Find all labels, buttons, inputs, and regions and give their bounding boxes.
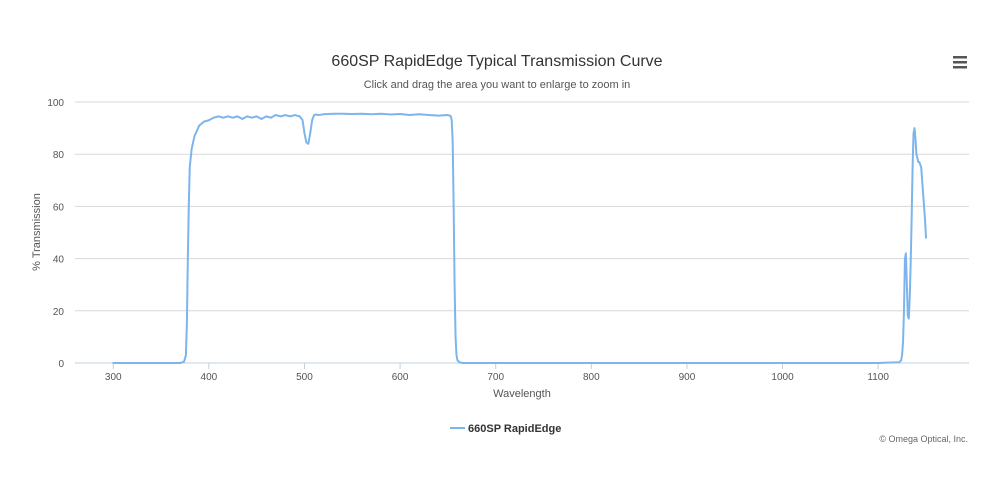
y-axis-label: % Transmission xyxy=(31,193,43,271)
x-tick-label: 800 xyxy=(583,372,600,383)
x-axis-ticks: 300 400 500 600 700 800 900 1000 1100 xyxy=(105,363,889,383)
x-tick-label: 1100 xyxy=(867,372,889,383)
x-tick-label: 700 xyxy=(487,372,504,383)
legend[interactable]: 660SP RapidEdge xyxy=(450,423,561,435)
series-group xyxy=(112,112,927,364)
x-tick-label: 400 xyxy=(201,372,218,383)
chart-title: 660SP RapidEdge Typical Transmission Cur… xyxy=(331,53,662,70)
y-axis-ticks: 0 20 40 60 80 100 xyxy=(47,98,64,370)
x-tick-label: 600 xyxy=(392,372,409,383)
x-tick-label: 1000 xyxy=(771,372,794,383)
x-axis-label: Wavelength xyxy=(493,388,551,400)
y-tick-label: 80 xyxy=(53,150,65,161)
y-tick-label: 0 xyxy=(58,359,64,370)
y-tick-label: 40 xyxy=(53,255,65,266)
x-tick-label: 900 xyxy=(679,372,696,383)
x-tick-label: 500 xyxy=(296,372,313,383)
y-tick-label: 100 xyxy=(47,98,64,109)
legend-item-label[interactable]: 660SP RapidEdge xyxy=(468,423,561,435)
x-tick-label: 300 xyxy=(105,372,122,383)
grid-lines xyxy=(75,101,969,312)
y-tick-label: 60 xyxy=(53,202,65,213)
hamburger-menu-icon[interactable] xyxy=(953,56,967,69)
y-tick-label: 20 xyxy=(53,307,65,318)
credit-text[interactable]: © Omega Optical, Inc. xyxy=(879,434,968,444)
chart-subtitle: Click and drag the area you want to enla… xyxy=(364,79,631,91)
series-line-0[interactable] xyxy=(112,112,927,364)
